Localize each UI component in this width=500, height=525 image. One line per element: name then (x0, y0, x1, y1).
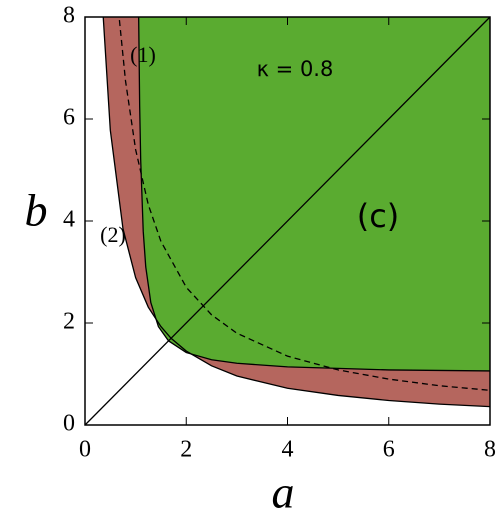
x-tick-label: 4 (282, 437, 294, 463)
y-axis-label: b (25, 185, 48, 236)
dashed-curve (118, 19, 491, 391)
annotation: (c) (357, 197, 400, 235)
y-tick-label: 8 (63, 3, 75, 29)
boundary-curve (84, 16, 491, 426)
annotation: (1) (130, 42, 156, 67)
x-tick-label: 0 (79, 437, 91, 463)
boundary-curve (102, 16, 491, 408)
y-tick-label: 2 (63, 309, 75, 335)
annotation: κ = 0.8 (257, 57, 334, 81)
annotation: (2) (100, 222, 126, 247)
y-tick-label: 4 (63, 207, 75, 233)
x-axis-label: a (272, 467, 295, 518)
y-tick-label: 0 (63, 411, 75, 437)
y-tick-label: 6 (63, 105, 75, 131)
x-tick-label: 6 (383, 437, 395, 463)
plot-area (84, 16, 491, 426)
x-tick-label: 8 (484, 437, 496, 463)
x-tick-label: 2 (180, 437, 192, 463)
